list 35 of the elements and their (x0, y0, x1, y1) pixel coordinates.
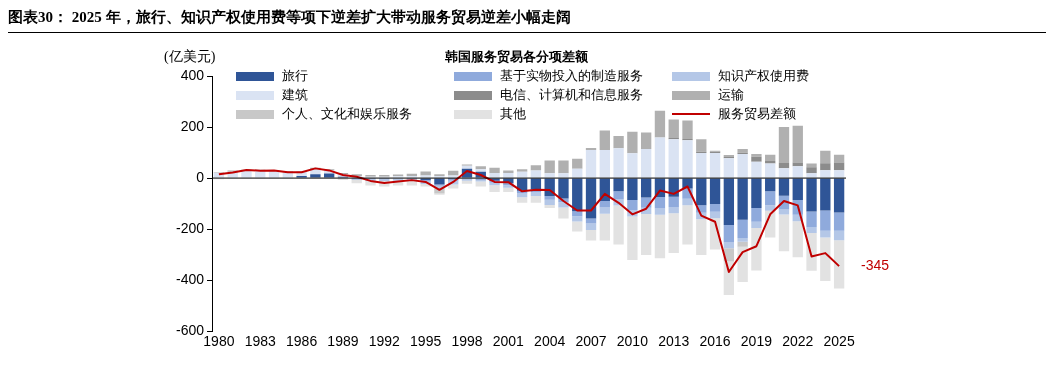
x-tick-label: 2010 (616, 333, 649, 350)
legend-label: 服务贸易差额 (718, 105, 796, 123)
x-tick-label: 2007 (575, 333, 607, 350)
chart-title: 图表30： 2025 年，旅行、知识产权使用费等项下逆差扩大带动服务贸易逆差小幅走阔 (8, 8, 571, 27)
y-tick-label: -400 (175, 271, 205, 288)
legend-label: 其他 (500, 105, 526, 123)
legend-label: 知识产权使用费 (718, 67, 809, 85)
x-tick-label: 2004 (534, 333, 566, 350)
x-tick-label: 2025 (823, 333, 855, 350)
x-tick-label: 2022 (782, 333, 814, 350)
legend-label: 基于实物投入的制造服务 (500, 67, 643, 85)
x-tick-label: 1995 (410, 333, 442, 350)
x-tick-label: 1998 (451, 333, 483, 350)
legend-label: 建筑 (282, 86, 308, 104)
legend-title: 韩国服务贸易各分项差额 (443, 48, 589, 66)
x-tick-label: 1989 (327, 333, 359, 350)
y-tick-label: 200 (180, 117, 205, 134)
annotation: -345 (861, 256, 890, 273)
legend-label: 个人、文化和娱乐服务 (282, 105, 412, 123)
y-tick-label: 400 (180, 66, 205, 83)
y-tick-label: -600 (175, 322, 205, 339)
legend-label: 运输 (718, 86, 744, 104)
x-tick-label: 2001 (492, 333, 525, 350)
x-tick-label: 2013 (658, 333, 690, 350)
y-tick-label: 0 (196, 168, 205, 185)
y-axis-title: (亿美元) (164, 48, 216, 66)
x-tick-label: 1986 (286, 333, 318, 350)
x-tick-label: 1992 (368, 333, 401, 350)
legend-label: 旅行 (282, 67, 308, 85)
x-tick-label: 1980 (203, 333, 235, 350)
legend-label: 电信、计算机和信息服务 (500, 86, 643, 104)
x-tick-label: 2019 (740, 333, 773, 350)
x-tick-label: 2016 (699, 333, 731, 350)
x-tick-label: 1983 (244, 333, 277, 350)
y-tick-label: -200 (175, 219, 205, 236)
